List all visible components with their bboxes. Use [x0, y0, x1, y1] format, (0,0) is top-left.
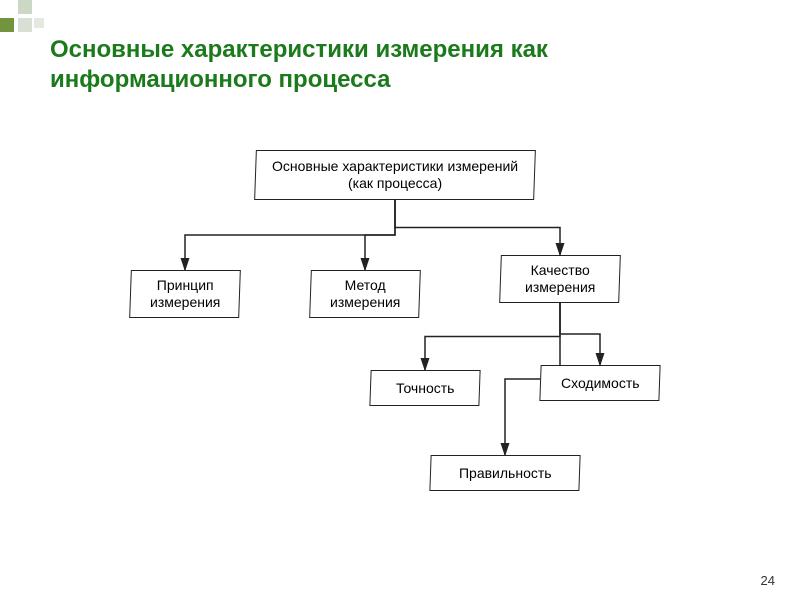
node-quality: Качество измерения — [499, 255, 621, 303]
node-converg: Сходимость — [539, 365, 660, 401]
node-correct: Правильность — [429, 455, 580, 491]
node-method: Метод измерения — [309, 270, 421, 318]
node-root: Основные характеристики измерений (как п… — [254, 150, 536, 200]
edge-root-principle — [185, 200, 395, 270]
node-accuracy: Точность — [369, 370, 480, 406]
edge-root-method — [365, 200, 395, 270]
edge-quality-converg — [560, 303, 600, 365]
page-number: 24 — [761, 573, 775, 588]
edge-root-quality — [395, 200, 560, 255]
node-principle: Принцип измерения — [129, 270, 241, 318]
diagram-canvas: Основные характеристики измерений (как п… — [0, 0, 800, 600]
edge-quality-accuracy — [425, 303, 560, 370]
